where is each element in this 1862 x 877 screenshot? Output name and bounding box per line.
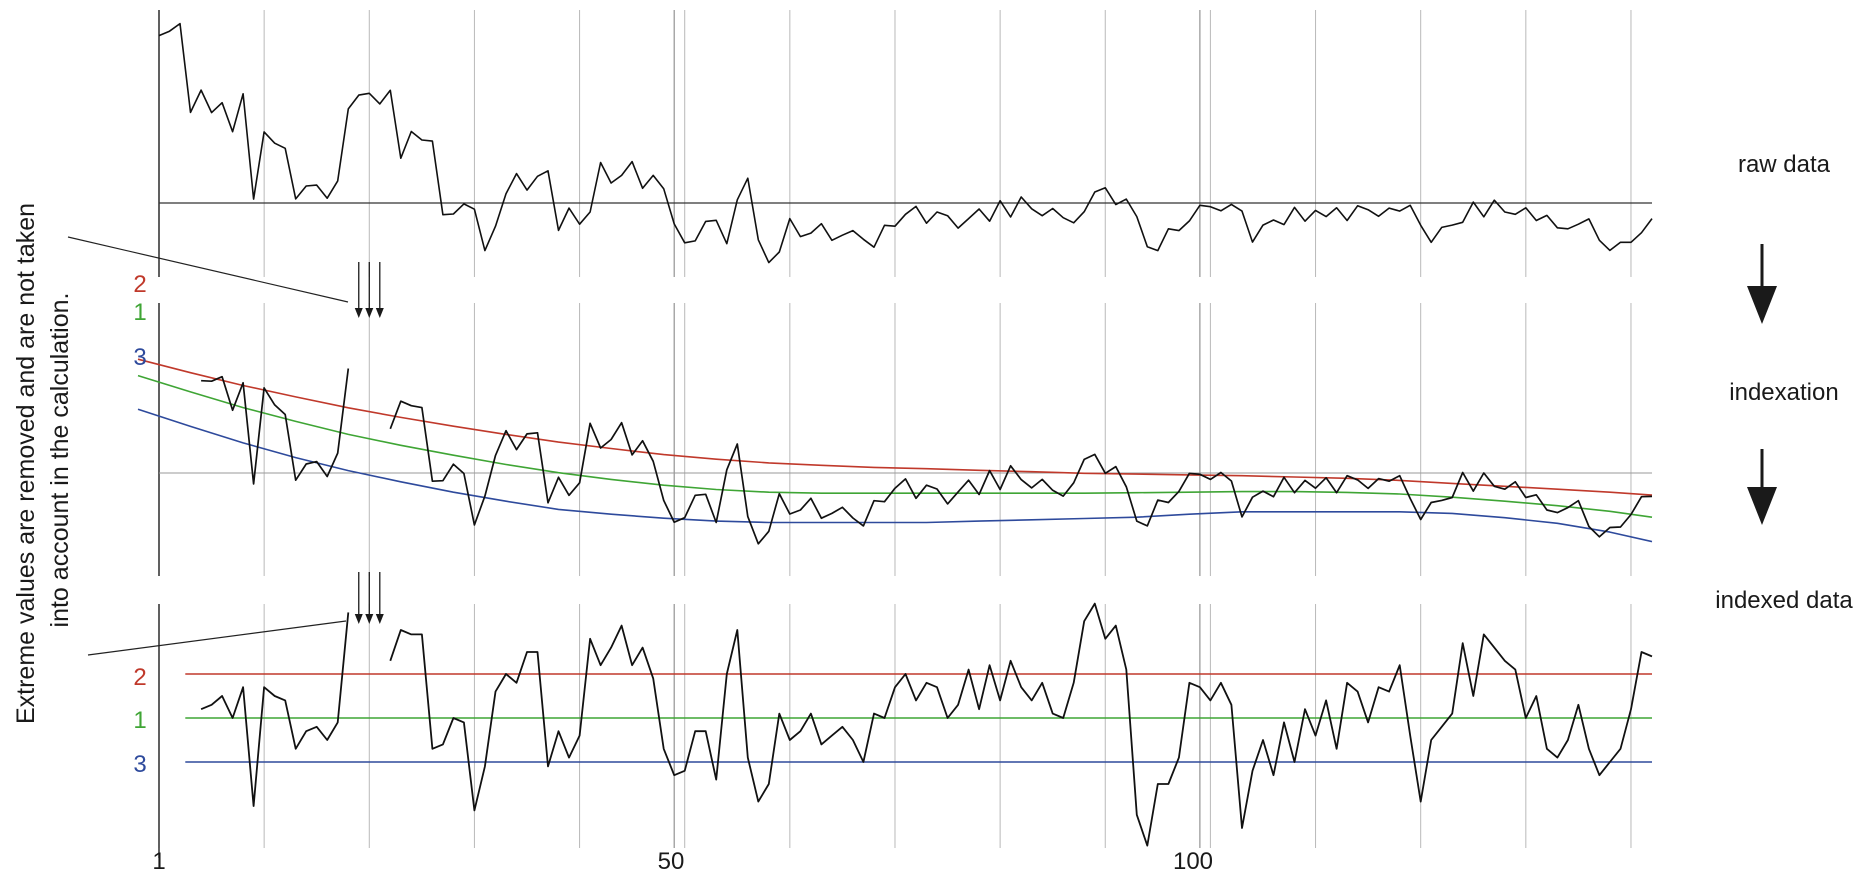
indexation-series <box>201 368 1653 545</box>
x-tick-label-100: 100 <box>1173 848 1213 875</box>
annotation-line-1: Extreme values are removed and are not t… <box>12 203 40 724</box>
annotation-line-2: into account in the calculation. <box>46 293 74 628</box>
panel-label-raw: raw data <box>1738 151 1831 178</box>
removed-value-arrowhead <box>365 308 374 318</box>
level-label-3: 3 <box>133 751 146 778</box>
level-label-2: 2 <box>133 664 146 691</box>
removed-value-arrowhead <box>354 614 363 624</box>
annotation-text: Extreme values are removed and are not t… <box>12 196 74 724</box>
down-arrow-icon <box>1747 244 1777 324</box>
x-tick-label-50: 50 <box>658 848 685 875</box>
indexed-series <box>200 602 1653 847</box>
panel-label-indexation: indexation <box>1729 379 1838 406</box>
raw-series <box>158 22 1653 264</box>
level-label-1: 1 <box>133 707 146 734</box>
grid-lines <box>158 10 1632 848</box>
removed-value-arrowhead <box>375 308 384 318</box>
annotation-leader-bottom <box>87 620 347 656</box>
threshold-label-1: 1 <box>133 299 146 326</box>
removed-value-arrowhead <box>354 308 363 318</box>
annotation-leader-top <box>67 236 349 303</box>
flow-arrows <box>1747 244 1777 525</box>
threshold-label-2: 2 <box>133 271 146 298</box>
axes <box>158 10 1652 858</box>
down-arrow-icon <box>1747 449 1777 525</box>
removed-value-arrowhead <box>375 614 384 624</box>
removed-value-arrows <box>354 262 384 624</box>
panel-label-indexed: indexed data <box>1715 587 1853 614</box>
removed-value-arrowhead <box>365 614 374 624</box>
threshold-label-3: 3 <box>133 344 146 371</box>
threshold-3 <box>137 408 1653 543</box>
threshold-2 <box>137 358 1653 496</box>
x-tick-label-1: 1 <box>152 848 165 875</box>
series <box>137 22 1653 847</box>
